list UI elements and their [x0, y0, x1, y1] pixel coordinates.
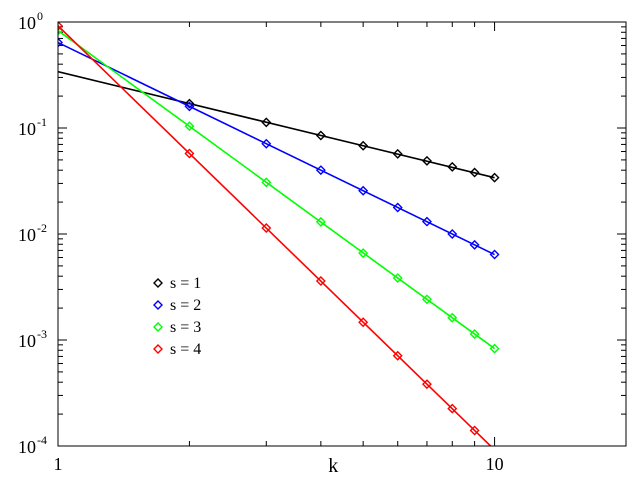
data-point [58, 22, 63, 31]
data-point [447, 229, 458, 239]
data-point [261, 222, 272, 233]
data-point [315, 276, 326, 287]
axis-ticks [57, 21, 627, 447]
data-point [184, 98, 195, 109]
data-point [469, 167, 480, 178]
data-point [421, 155, 432, 166]
data-point [469, 425, 480, 436]
data-point [315, 130, 326, 141]
data-point [489, 172, 500, 183]
legend-marker [153, 322, 163, 332]
data-point [184, 121, 195, 132]
legend: s = 1 s = 2 s = 3 s = 4 [153, 275, 201, 358]
legend-item: s = 4 [153, 341, 201, 358]
series-4 [58, 22, 496, 446]
data-point [261, 138, 272, 149]
y-tick-label: 10 [18, 119, 36, 139]
legend-item: s = 1 [153, 275, 201, 292]
data-point [58, 37, 63, 48]
legend-label: s = 1 [170, 275, 201, 292]
data-point [358, 248, 369, 259]
series-3 [58, 25, 500, 354]
series-line [58, 25, 492, 446]
data-point [392, 273, 403, 284]
data-point [489, 249, 500, 260]
series-2 [58, 37, 500, 260]
legend-label: s = 4 [170, 341, 201, 358]
data-point [358, 185, 369, 196]
data-point [447, 312, 458, 323]
series-layer [58, 22, 500, 446]
x-tick-label: 10 [486, 454, 504, 474]
data-point [392, 148, 403, 159]
data-point [392, 202, 403, 213]
legend-label: s = 3 [170, 319, 201, 336]
data-point [184, 148, 195, 159]
tick-labels: 10 010 -110 -210 -310 -41 10 [18, 9, 504, 474]
data-point [447, 403, 458, 414]
y-tick-exponent: -4 [37, 433, 47, 447]
y-tick-label: 10 [18, 225, 36, 245]
legend-marker [153, 278, 163, 288]
y-tick-exponent: 0 [37, 9, 43, 23]
data-point [358, 317, 369, 328]
y-tick-exponent: -3 [37, 327, 47, 341]
series-line [58, 70, 495, 179]
y-tick-label: 10 [18, 13, 36, 33]
x-axis-label: k [328, 455, 338, 477]
data-point [469, 328, 480, 339]
legend-item: s = 3 [153, 319, 201, 336]
legend-label: s = 2 [170, 297, 201, 314]
data-point [261, 117, 272, 128]
y-tick-exponent: -1 [37, 115, 47, 129]
data-point [358, 140, 369, 151]
data-point [315, 216, 326, 227]
x-tick-label: 1 [54, 454, 63, 474]
data-point [421, 216, 432, 227]
data-point [184, 101, 195, 112]
data-point [261, 177, 272, 188]
data-point [489, 343, 500, 354]
legend-item: s = 2 [153, 297, 201, 314]
plot-frame [57, 21, 627, 447]
y-tick-label: 10 [18, 437, 36, 457]
data-point [421, 294, 432, 305]
y-tick-exponent: -2 [37, 221, 47, 235]
data-point [447, 161, 458, 172]
series-line [58, 29, 496, 350]
data-point [421, 379, 432, 390]
legend-marker [153, 344, 163, 354]
data-point [493, 444, 496, 446]
data-point [469, 239, 480, 250]
series-line [58, 41, 495, 256]
series-1 [58, 70, 500, 183]
data-point [315, 165, 326, 176]
data-point [392, 350, 403, 361]
legend-marker [153, 300, 163, 310]
y-tick-label: 10 [18, 331, 36, 351]
